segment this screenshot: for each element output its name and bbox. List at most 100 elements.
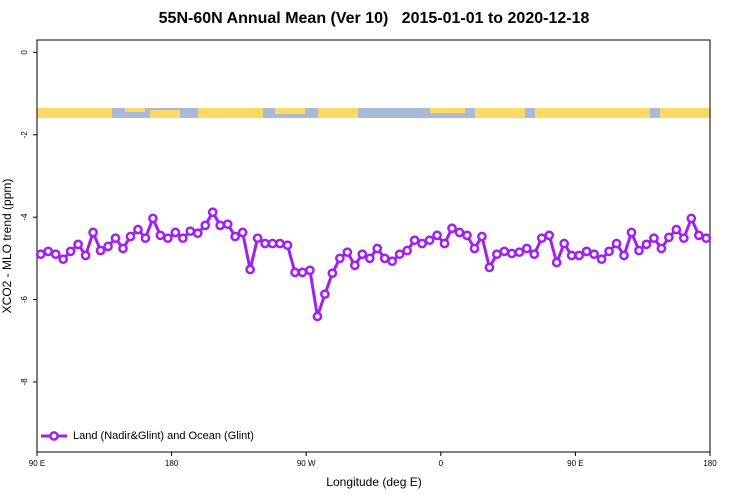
data-point [671,224,682,235]
data-point [65,246,76,257]
y-tick-label: -2 [20,131,29,139]
data-point [521,243,532,254]
data-point [133,224,143,235]
data-point [95,245,106,256]
data-point [611,238,622,249]
y-tick-label: 0 [20,50,29,55]
x-tick-label: 180 [703,459,717,468]
data-point [656,243,667,254]
data-point [260,238,270,249]
data-point [207,207,218,218]
data-point [379,253,390,264]
data-point [596,254,607,265]
data-point [364,253,375,264]
data-point [499,246,510,257]
data-point [693,230,704,241]
y-tick-label: -4 [20,213,29,221]
x-tick-label: 90 E [29,459,45,468]
data-point [342,247,353,258]
data-point [305,265,315,276]
data-point [484,262,495,273]
y-tick-label: -6 [20,295,29,303]
data-point [619,250,629,261]
data-point [551,257,562,268]
chart-title: 55N-60N Annual Mean (Ver 10) 2015-01-01 … [159,10,590,27]
data-point [80,250,91,261]
data-point [544,230,555,241]
data-point [357,249,368,260]
x-tick-label: 180 [165,459,179,468]
data-point [664,232,674,243]
data-point [574,250,584,261]
data-point [409,235,420,246]
data-point [35,249,46,260]
data-point [125,231,136,242]
data-point [88,227,98,238]
data-point [432,230,442,241]
data-point [297,267,308,278]
data-point [335,253,345,264]
data-point [327,268,338,279]
data-point [686,213,697,224]
data-point [177,233,188,244]
x-axis-label: Longitude (deg E) [326,475,421,489]
data-point [192,228,203,239]
data-point [394,249,405,260]
data-point [469,243,480,254]
data-point [43,246,54,257]
data-point [701,233,712,244]
data-point [185,226,196,237]
data-point [492,249,502,260]
data-point [110,233,121,244]
data-point [581,246,592,257]
data-point [230,231,241,242]
data-point [589,249,599,260]
data-point [252,233,263,244]
data-point [604,246,614,257]
data-point [58,254,69,265]
x-tick-label: 90 W [297,459,316,468]
legend-label: Land (Nadir&Glint) and Ocean (Glint) [73,430,254,442]
legend-marker [49,431,59,441]
data-point [559,238,570,249]
data-point [267,238,278,249]
data-point [50,249,61,260]
data-point [387,256,398,267]
data-point [148,213,158,224]
data-point [506,248,517,259]
x-tick-label: 0 [439,459,444,468]
data-point [73,239,83,250]
map-strip [37,108,710,118]
data-point [447,223,457,234]
data-point [641,239,652,250]
data-point [222,219,233,230]
data-point [454,227,465,238]
data-point [349,260,360,271]
data-point [215,220,226,231]
data-point [170,227,181,238]
data-point [536,233,547,244]
data-point [514,247,525,258]
y-tick-label: -8 [20,378,29,386]
data-point [282,240,293,251]
x-tick-label: 90 E [567,459,583,468]
data-point [312,311,323,322]
data-point [402,245,412,256]
data-point [103,241,113,252]
plot-frame [36,39,711,453]
data-point [200,220,211,231]
data-point [566,250,577,261]
data-point [275,238,285,249]
data-point [155,230,166,241]
data-point [678,233,689,244]
data-point [477,231,487,242]
data-point [417,238,427,249]
data-point [290,267,300,278]
data-point [320,289,330,300]
data-point [529,249,540,260]
data-point [439,238,450,249]
data-point [140,233,151,244]
data-point [424,235,435,246]
data-point [462,230,472,241]
